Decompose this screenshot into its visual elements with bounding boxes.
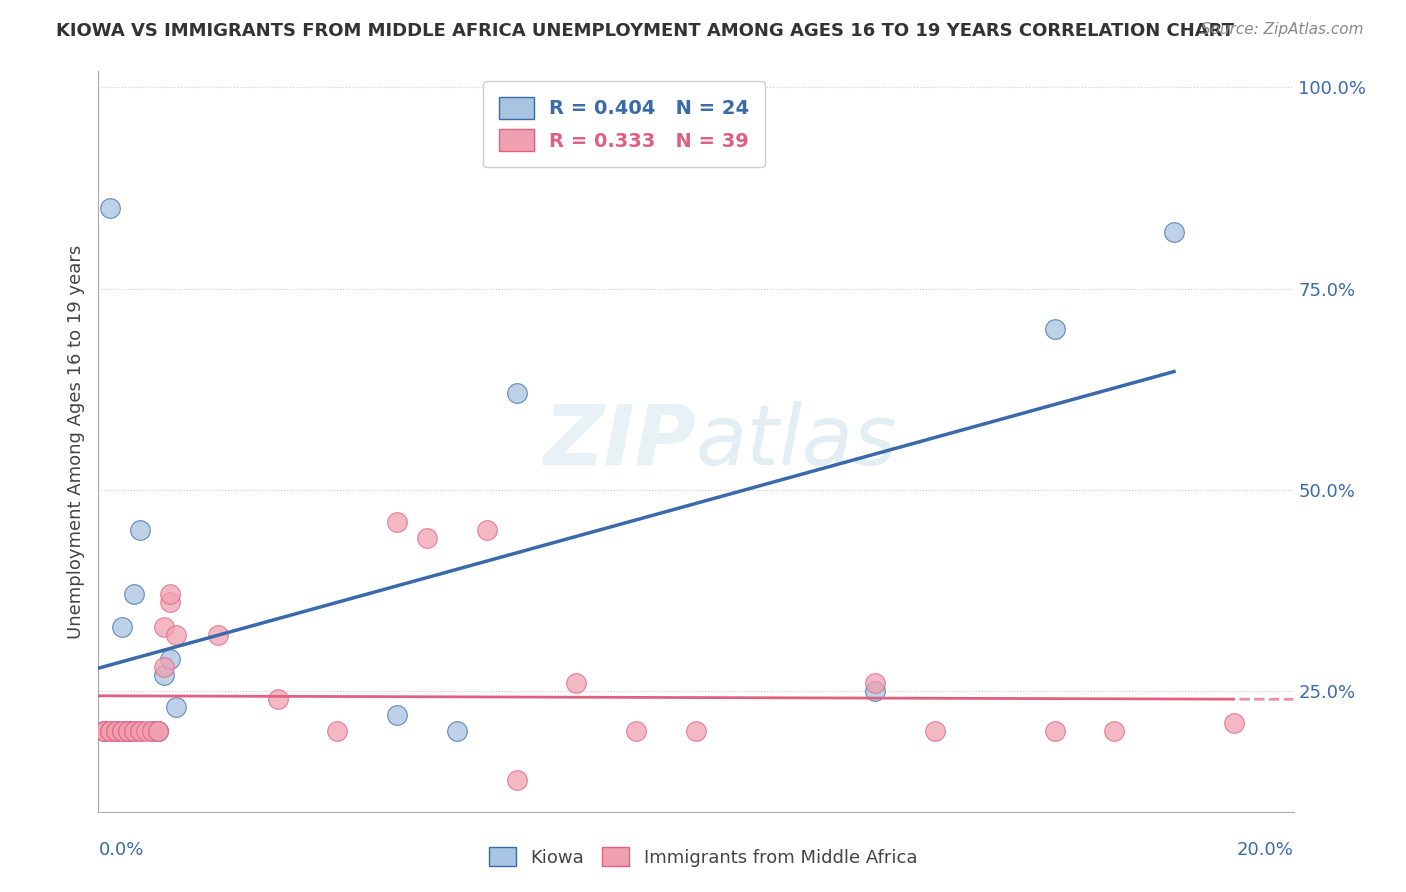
Point bbox=[93, 724, 115, 739]
Point bbox=[117, 724, 139, 739]
Point bbox=[385, 515, 409, 529]
Text: Source: ZipAtlas.com: Source: ZipAtlas.com bbox=[1201, 22, 1364, 37]
Point bbox=[124, 724, 146, 739]
Point bbox=[153, 619, 176, 633]
Y-axis label: Unemployment Among Ages 16 to 19 years: Unemployment Among Ages 16 to 19 years bbox=[66, 244, 84, 639]
Legend: R = 0.404   N = 24, R = 0.333   N = 39: R = 0.404 N = 24, R = 0.333 N = 39 bbox=[484, 81, 765, 167]
Point bbox=[165, 628, 187, 642]
Point bbox=[129, 724, 152, 739]
Point bbox=[267, 692, 290, 706]
Legend: Kiowa, Immigrants from Middle Africa: Kiowa, Immigrants from Middle Africa bbox=[482, 840, 924, 874]
Point bbox=[865, 684, 887, 698]
Text: 0.0%: 0.0% bbox=[98, 841, 143, 859]
Point bbox=[159, 595, 181, 609]
Point bbox=[506, 386, 529, 401]
Point bbox=[159, 587, 181, 601]
Point bbox=[165, 700, 187, 714]
Point bbox=[153, 668, 176, 682]
Point bbox=[326, 724, 349, 739]
Point bbox=[111, 619, 134, 633]
Point bbox=[105, 724, 128, 739]
Point bbox=[1223, 716, 1246, 731]
Text: ZIP: ZIP bbox=[543, 401, 696, 482]
Point bbox=[148, 724, 170, 739]
Point bbox=[148, 724, 170, 739]
Point bbox=[105, 724, 128, 739]
Point bbox=[1043, 724, 1066, 739]
Point bbox=[124, 587, 146, 601]
Point bbox=[129, 724, 152, 739]
Point bbox=[1163, 225, 1185, 239]
Point bbox=[626, 724, 648, 739]
Point bbox=[117, 724, 139, 739]
Point bbox=[117, 724, 139, 739]
Point bbox=[685, 724, 707, 739]
Point bbox=[385, 708, 409, 723]
Point bbox=[117, 724, 139, 739]
Point bbox=[446, 724, 468, 739]
Point bbox=[98, 724, 122, 739]
Text: KIOWA VS IMMIGRANTS FROM MIDDLE AFRICA UNEMPLOYMENT AMONG AGES 16 TO 19 YEARS CO: KIOWA VS IMMIGRANTS FROM MIDDLE AFRICA U… bbox=[56, 22, 1234, 40]
Point bbox=[111, 724, 134, 739]
Point bbox=[93, 724, 115, 739]
Point bbox=[111, 724, 134, 739]
Point bbox=[124, 724, 146, 739]
Point bbox=[129, 523, 152, 537]
Point bbox=[105, 724, 128, 739]
Point bbox=[1104, 724, 1126, 739]
Point bbox=[135, 724, 157, 739]
Point bbox=[1043, 322, 1066, 336]
Point bbox=[153, 660, 176, 674]
Point bbox=[98, 201, 122, 215]
Point bbox=[506, 772, 529, 787]
Point bbox=[416, 531, 439, 545]
Point bbox=[98, 724, 122, 739]
Point bbox=[159, 652, 181, 666]
Point bbox=[924, 724, 946, 739]
Point bbox=[141, 724, 163, 739]
Point bbox=[865, 676, 887, 690]
Point bbox=[475, 523, 498, 537]
Point bbox=[93, 724, 115, 739]
Text: atlas: atlas bbox=[696, 401, 897, 482]
Point bbox=[141, 724, 163, 739]
Text: 20.0%: 20.0% bbox=[1237, 841, 1294, 859]
Point bbox=[148, 724, 170, 739]
Point bbox=[207, 628, 229, 642]
Point bbox=[565, 676, 588, 690]
